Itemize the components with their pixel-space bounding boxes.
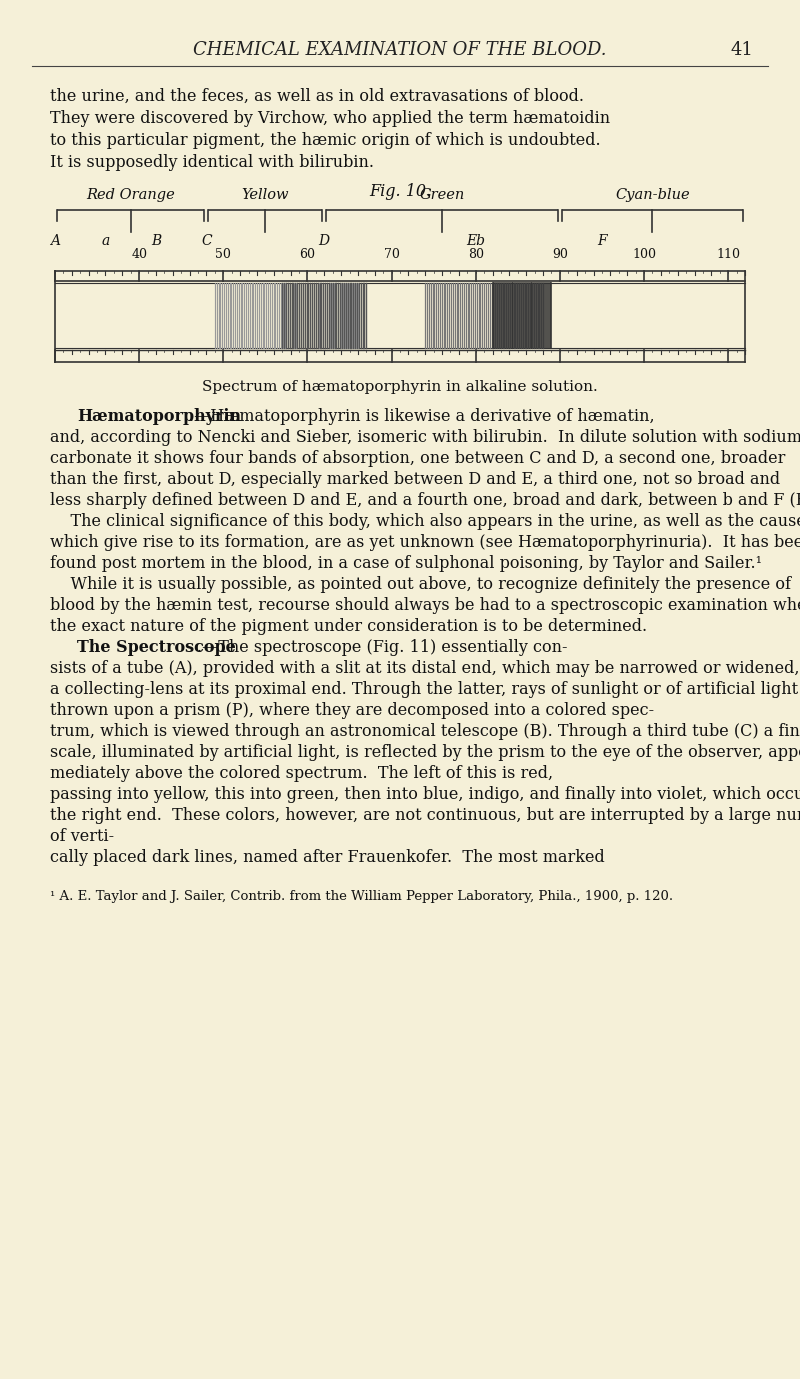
- Text: and, according to Nencki and Sieber, isomeric with bilirubin.  In dilute solutio: and, according to Nencki and Sieber, iso…: [50, 429, 800, 445]
- Text: B: B: [151, 234, 161, 248]
- Text: carbonate it shows four bands of absorption, one between C and D, a second one, : carbonate it shows four bands of absorpt…: [50, 450, 786, 467]
- Text: CHEMICAL EXAMINATION OF THE BLOOD.: CHEMICAL EXAMINATION OF THE BLOOD.: [194, 41, 606, 59]
- Text: Cyan-blue: Cyan-blue: [615, 188, 690, 201]
- Text: 50: 50: [215, 248, 231, 261]
- Text: Red Orange: Red Orange: [86, 188, 175, 201]
- Text: scale, illuminated by artificial light, is reflected by the prism to the eye of : scale, illuminated by artificial light, …: [50, 745, 800, 761]
- Text: less sharply defined between D and E, and a fourth one, broad and dark, between : less sharply defined between D and E, an…: [50, 492, 800, 509]
- Text: They were discovered by Virchow, who applied the term hæmatoidin: They were discovered by Virchow, who app…: [50, 110, 610, 127]
- Text: Fig. 10.: Fig. 10.: [369, 183, 431, 200]
- Text: ¹ A. E. Taylor and J. Sailer, Contrib. from the William Pepper Laboratory, Phila: ¹ A. E. Taylor and J. Sailer, Contrib. f…: [50, 889, 673, 903]
- Text: Green: Green: [419, 188, 465, 201]
- Text: blood by the hæmin test, recourse should always be had to a spectroscopic examin: blood by the hæmin test, recourse should…: [50, 597, 800, 614]
- Text: passing into yellow, this into green, then into blue, indigo, and finally into v: passing into yellow, this into green, th…: [50, 786, 800, 803]
- Text: Hæmatoporphyrin: Hæmatoporphyrin: [77, 408, 242, 425]
- Text: found post mortem in the blood, in a case of sulphonal poisoning, by Taylor and : found post mortem in the blood, in a cas…: [50, 554, 762, 572]
- Text: mediately above the colored spectrum.  The left of this is red,: mediately above the colored spectrum. Th…: [50, 765, 553, 782]
- Text: the urine, and the feces, as well as in old extravasations of blood.: the urine, and the feces, as well as in …: [50, 88, 584, 105]
- Text: Eb: Eb: [466, 234, 486, 248]
- Text: trum, which is viewed through an astronomical telescope (B). Through a third tub: trum, which is viewed through an astrono…: [50, 723, 800, 741]
- Text: The Spectroscope: The Spectroscope: [77, 638, 236, 656]
- Text: The clinical significance of this body, which also appears in the urine, as well: The clinical significance of this body, …: [50, 513, 800, 530]
- Text: to this particular pigment, the hæmic origin of which is undoubted.: to this particular pigment, the hæmic or…: [50, 132, 601, 149]
- Text: .—Hæmatoporphyrin is likewise a derivative of hæmatin,: .—Hæmatoporphyrin is likewise a derivati…: [190, 408, 655, 425]
- Text: a: a: [102, 234, 110, 248]
- Text: C: C: [201, 234, 212, 248]
- Text: the right end.  These colors, however, are not continuous, but are interrupted b: the right end. These colors, however, ar…: [50, 807, 800, 825]
- Text: 70: 70: [384, 248, 399, 261]
- Text: 90: 90: [552, 248, 568, 261]
- Text: than the first, about D, especially marked between D and E, a third one, not so : than the first, about D, especially mark…: [50, 472, 780, 488]
- Text: thrown upon a prism (P), where they are decomposed into a colored spec-: thrown upon a prism (P), where they are …: [50, 702, 654, 718]
- Text: Spectrum of hæmatoporphyrin in alkaline solution.: Spectrum of hæmatoporphyrin in alkaline …: [202, 381, 598, 394]
- Text: It is supposedly identical with bilirubin.: It is supposedly identical with bilirubi…: [50, 154, 374, 171]
- Text: 80: 80: [468, 248, 484, 261]
- Text: which give rise to its formation, are as yet unknown (see Hæmatoporphyrinuria). : which give rise to its formation, are as…: [50, 534, 800, 552]
- Text: the exact nature of the pigment under consideration is to be determined.: the exact nature of the pigment under co…: [50, 618, 647, 634]
- Text: .—The spectroscope (Fig. 11) essentially con-: .—The spectroscope (Fig. 11) essentially…: [197, 638, 567, 656]
- Text: 40: 40: [131, 248, 147, 261]
- Text: D: D: [318, 234, 330, 248]
- Text: cally placed dark lines, named after Frauenkofer.  The most marked: cally placed dark lines, named after Fra…: [50, 849, 605, 866]
- Text: Yellow: Yellow: [242, 188, 289, 201]
- Text: 110: 110: [716, 248, 740, 261]
- Text: 100: 100: [632, 248, 656, 261]
- Text: sists of a tube (A), provided with a slit at its distal end, which may be narrow: sists of a tube (A), provided with a sli…: [50, 661, 800, 677]
- Text: a collecting-lens at its proximal end. Through the latter, rays of sunlight or o: a collecting-lens at its proximal end. T…: [50, 681, 800, 698]
- Text: of verti-: of verti-: [50, 827, 114, 845]
- Text: While it is usually possible, as pointed out above, to recognize definitely the : While it is usually possible, as pointed…: [50, 576, 791, 593]
- Text: 60: 60: [299, 248, 315, 261]
- Text: F: F: [597, 234, 606, 248]
- Text: 41: 41: [730, 41, 754, 59]
- Text: A: A: [50, 234, 60, 248]
